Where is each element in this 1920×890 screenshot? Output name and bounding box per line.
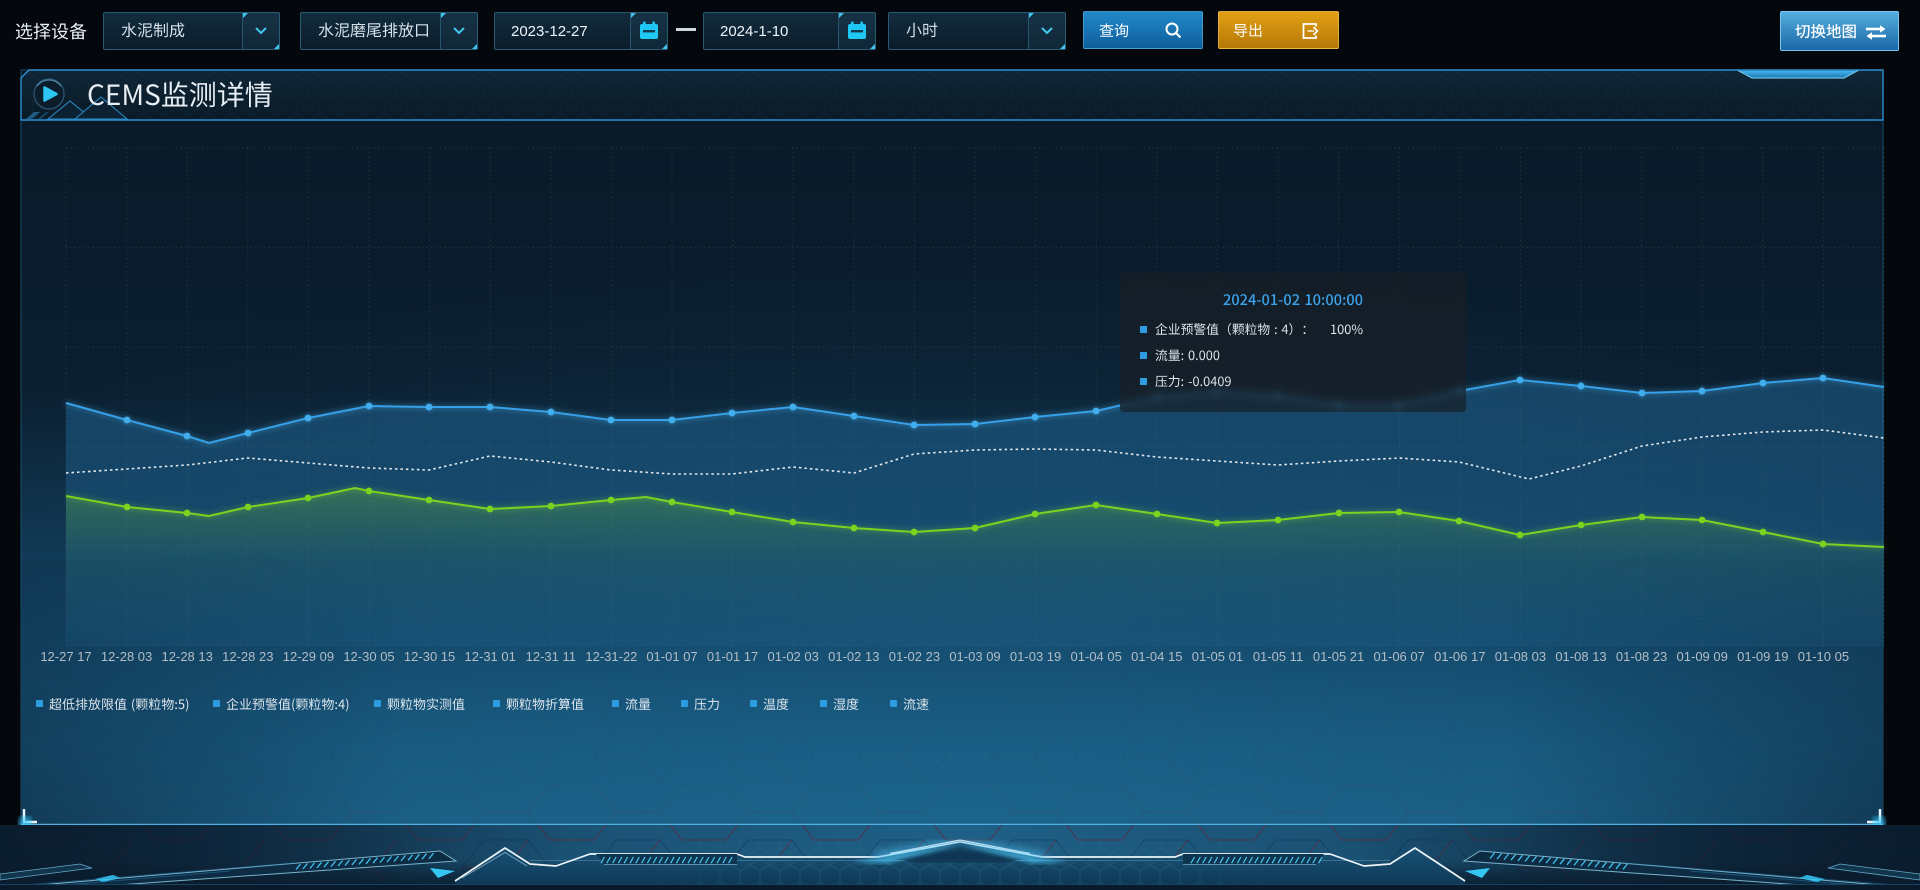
svg-text:01-02 23: 01-02 23: [889, 649, 940, 664]
svg-text:12-31-22: 12-31-22: [585, 649, 637, 664]
svg-text:01-08 13: 01-08 13: [1555, 649, 1606, 664]
svg-text:01-09 19: 01-09 19: [1737, 649, 1788, 664]
svg-text:01-08 03: 01-08 03: [1495, 649, 1546, 664]
svg-text:01-03 19: 01-03 19: [1010, 649, 1061, 664]
svg-text:01-02 03: 01-02 03: [768, 649, 819, 664]
svg-text:01-08 23: 01-08 23: [1616, 649, 1667, 664]
svg-text:12-30 15: 12-30 15: [404, 649, 455, 664]
svg-text:01-06 07: 01-06 07: [1374, 649, 1425, 664]
svg-text:01-02 13: 01-02 13: [828, 649, 879, 664]
svg-text:12-31 11: 12-31 11: [526, 649, 576, 664]
svg-text:01-04 15: 01-04 15: [1131, 649, 1182, 664]
svg-text:01-03 09: 01-03 09: [949, 649, 1000, 664]
svg-text:01-05 01: 01-05 01: [1192, 649, 1243, 664]
svg-text:12-31 01: 12-31 01: [465, 649, 516, 664]
svg-text:01-06 17: 01-06 17: [1434, 649, 1485, 664]
svg-text:01-01 17: 01-01 17: [707, 649, 758, 664]
svg-text:01-05 21: 01-05 21: [1313, 649, 1364, 664]
svg-text:12-29 09: 12-29 09: [283, 649, 334, 664]
svg-text:01-09 09: 01-09 09: [1677, 649, 1728, 664]
svg-text:12-28 03: 12-28 03: [101, 649, 152, 664]
svg-text:01-05 11: 01-05 11: [1253, 649, 1303, 664]
svg-text:01-10 05: 01-10 05: [1798, 649, 1849, 664]
svg-text:01-01 07: 01-01 07: [646, 649, 697, 664]
svg-text:01-04 05: 01-04 05: [1071, 649, 1122, 664]
svg-text:12-30 05: 12-30 05: [343, 649, 394, 664]
svg-text:12-27 17: 12-27 17: [40, 649, 91, 664]
svg-text:12-28 23: 12-28 23: [222, 649, 273, 664]
svg-text:12-28 13: 12-28 13: [162, 649, 213, 664]
